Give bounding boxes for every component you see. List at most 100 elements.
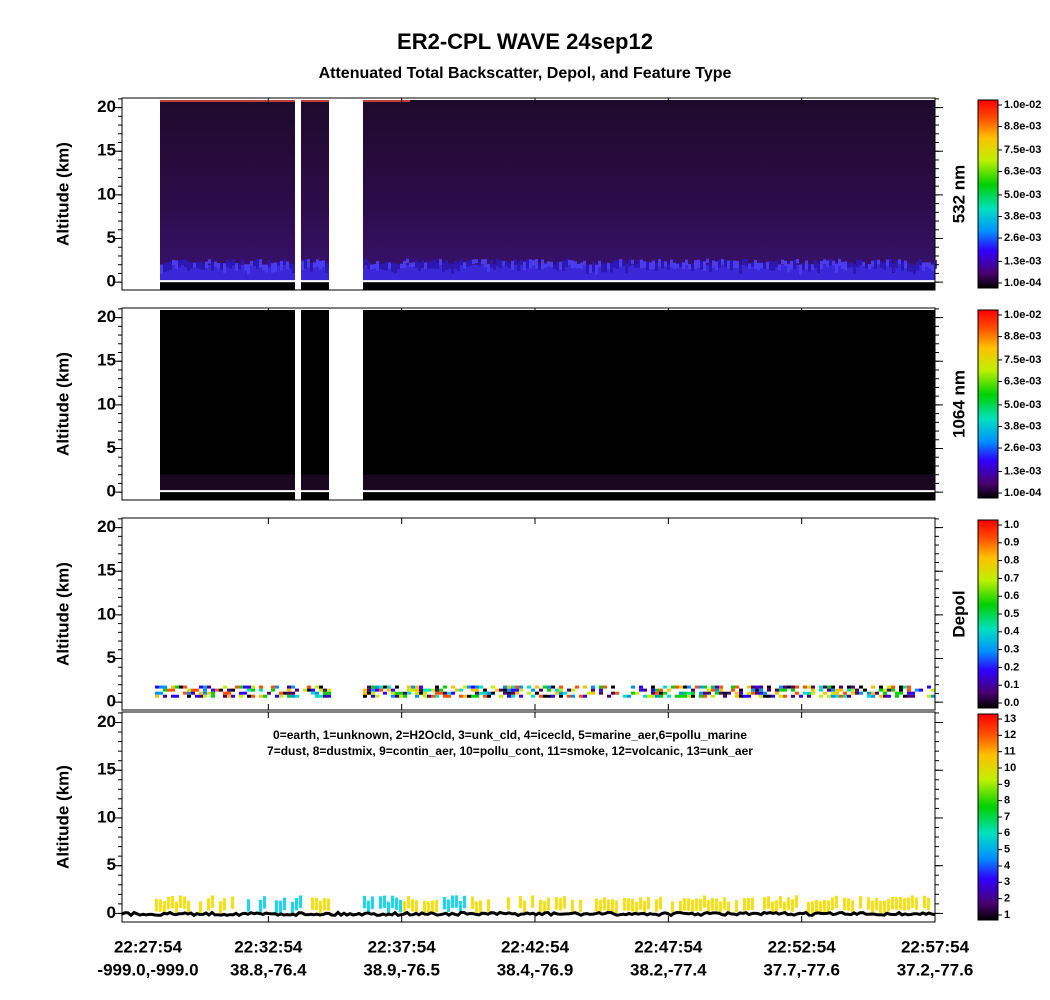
- depol-pixel: [379, 685, 383, 689]
- aerosol-texture: [583, 260, 586, 266]
- feature-bar: [415, 900, 418, 913]
- depol-pixel: [591, 691, 595, 695]
- depol-pixel: [231, 694, 235, 698]
- depol-pixel: [835, 688, 839, 692]
- depol-pixel: [599, 691, 603, 695]
- depol-pixel: [251, 694, 255, 698]
- feature-bar: [723, 897, 726, 910]
- depol-pixel: [403, 691, 407, 695]
- aerosol-texture: [601, 263, 604, 273]
- aerosol-texture: [652, 260, 655, 270]
- depol-pixel: [219, 685, 223, 689]
- aerosol-texture: [685, 259, 688, 266]
- depol-pixel: [447, 694, 451, 698]
- feature-bar: [883, 900, 886, 914]
- depol-pixel: [807, 685, 811, 689]
- depol-pixel: [507, 685, 511, 689]
- feature-bar: [783, 901, 786, 915]
- aerosol-texture: [475, 259, 478, 264]
- depol-pixel: [547, 688, 551, 692]
- depol-pixel: [695, 688, 699, 692]
- data-gap: [295, 308, 301, 500]
- depol-pixel: [695, 685, 699, 689]
- depol-pixel: [227, 694, 231, 698]
- aerosol-texture: [511, 260, 514, 270]
- depol-pixel: [171, 694, 175, 698]
- depol-pixel: [879, 688, 883, 692]
- data-gap: [329, 98, 363, 290]
- depol-pixel: [163, 688, 167, 692]
- depol-pixel: [647, 688, 651, 692]
- aerosol-texture: [250, 260, 253, 266]
- aerosol-texture: [172, 259, 175, 266]
- depol-pixel: [215, 688, 219, 692]
- colorbar-tick-label: 11: [1004, 746, 1016, 758]
- depol-pixel: [411, 685, 415, 689]
- feature-bar: [543, 900, 546, 914]
- aerosol-texture: [835, 263, 838, 273]
- y-axis-label: Altitude (km): [53, 142, 72, 246]
- feature-bar: [927, 897, 930, 911]
- depol-pixel: [599, 685, 603, 689]
- feature-bar: [167, 896, 170, 910]
- depol-pixel: [303, 694, 307, 698]
- depol-pixel: [583, 685, 587, 689]
- depol-pixel: [795, 691, 799, 695]
- depol-pixel: [315, 694, 319, 698]
- depol-pixel: [843, 691, 847, 695]
- colorbar-tick-label: 0.1: [1004, 679, 1019, 691]
- depol-pixel: [771, 688, 775, 692]
- depol-pixel: [195, 688, 199, 692]
- feature-bar: [283, 897, 286, 911]
- depol-pixel: [195, 685, 199, 689]
- depol-pixel: [255, 694, 259, 698]
- depol-pixel: [611, 685, 615, 689]
- depol-pixel: [759, 694, 763, 698]
- aerosol-texture: [478, 262, 481, 267]
- depol-pixel: [427, 694, 431, 698]
- depol-pixel: [423, 694, 427, 698]
- aerosol-texture: [268, 260, 271, 268]
- depol-pixel: [371, 688, 375, 692]
- depol-pixel: [687, 688, 691, 692]
- aerosol-texture: [388, 262, 391, 269]
- feature-bar: [635, 901, 638, 915]
- feature-bar: [319, 900, 322, 914]
- feature-bar: [487, 899, 490, 912]
- aerosol-texture: [499, 260, 502, 269]
- y-tick-label: 0: [107, 903, 116, 922]
- aerosol-texture: [730, 260, 733, 271]
- colorbar-tick-label: 7: [1004, 811, 1010, 823]
- depol-pixel: [579, 694, 583, 698]
- depol-pixel: [615, 685, 619, 689]
- aerosol-texture: [169, 261, 172, 270]
- depol-pixel: [255, 691, 259, 695]
- feature-bar: [459, 900, 462, 914]
- depol-pixel: [827, 688, 831, 692]
- depol-pixel: [803, 685, 807, 689]
- y-tick-label: 10: [97, 807, 116, 826]
- depol-pixel: [699, 685, 703, 689]
- feature-bar: [683, 898, 686, 911]
- feature-bar: [311, 897, 314, 910]
- depol-pixel: [707, 688, 711, 692]
- feature-bar: [435, 899, 438, 913]
- colorbar-tick-label: 4: [1004, 860, 1011, 872]
- x-tick-label: 22:57:54: [901, 937, 970, 956]
- depol-pixel: [383, 691, 387, 695]
- feature-bar: [523, 900, 526, 913]
- depol-pixel: [327, 688, 331, 692]
- aerosol-texture: [679, 262, 682, 267]
- plot-frame: [121, 711, 936, 923]
- depol-pixel: [915, 691, 919, 695]
- feature-bar: [387, 901, 390, 915]
- y-tick-label: 10: [97, 184, 116, 203]
- depol-pixel: [323, 688, 327, 692]
- depol-pixel: [191, 688, 195, 692]
- depol-pixel: [891, 685, 895, 689]
- aerosol-texture: [760, 262, 763, 269]
- aerosol-texture: [613, 260, 616, 268]
- y-tick-label: 15: [97, 561, 116, 580]
- depol-pixel: [771, 694, 775, 698]
- feature-bar: [771, 901, 774, 915]
